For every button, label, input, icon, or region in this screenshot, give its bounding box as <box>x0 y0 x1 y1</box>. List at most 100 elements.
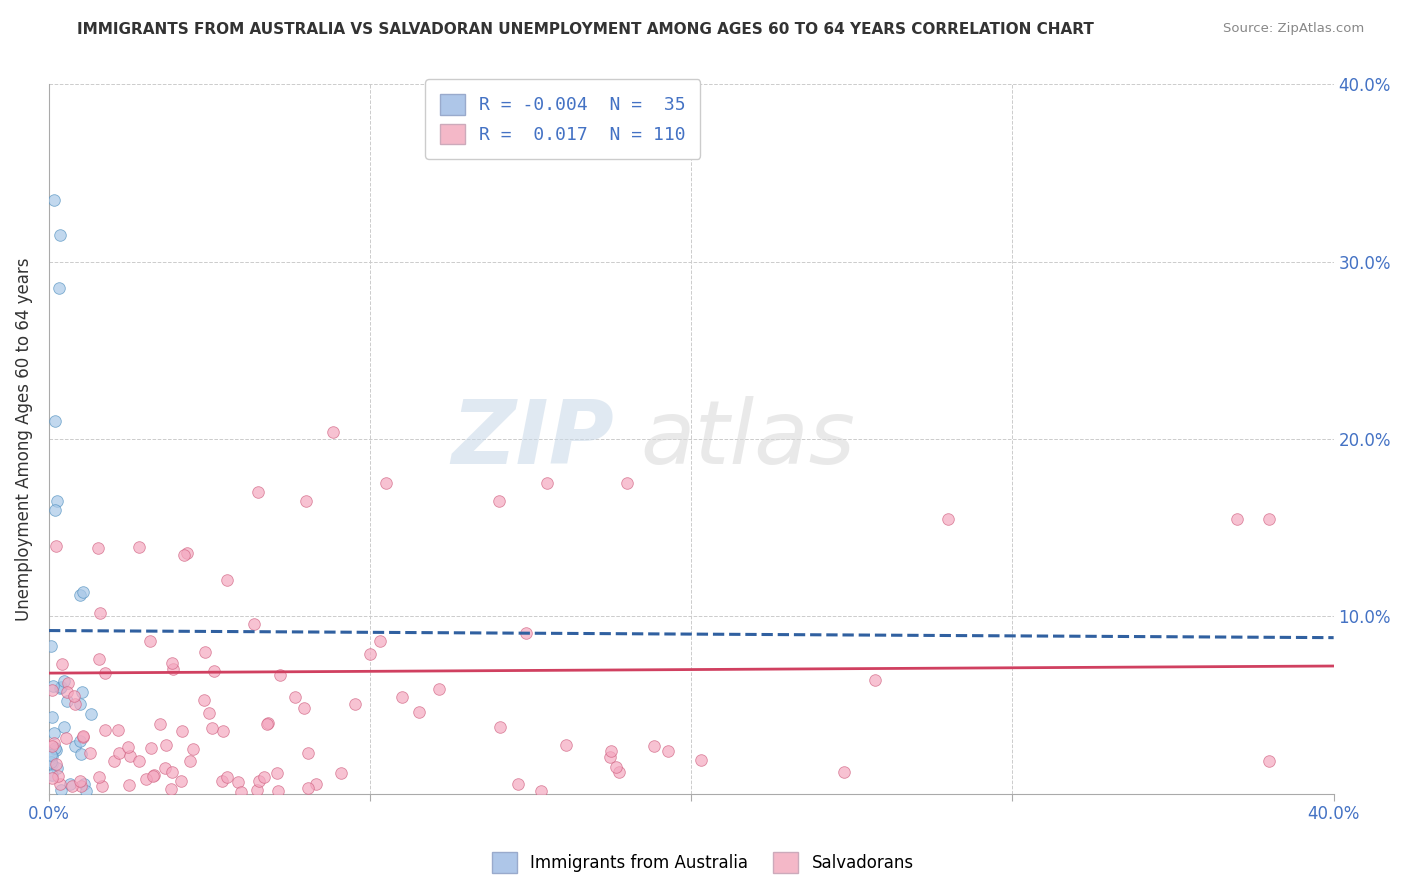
Point <box>69 773 91 788</box>
Point <box>139 741 162 756</box>
Point <box>41 756 63 771</box>
Point <box>89 652 111 666</box>
Point <box>181 742 204 756</box>
Point <box>359 647 381 661</box>
Point <box>42 726 65 740</box>
Point <box>53 720 76 734</box>
Point <box>530 784 553 798</box>
Point <box>63 739 86 754</box>
Point <box>211 774 233 789</box>
Point <box>193 693 215 707</box>
Point <box>69 588 91 602</box>
Point <box>160 764 183 779</box>
Point <box>41 739 63 754</box>
Point <box>1258 754 1281 768</box>
Point <box>330 766 353 780</box>
Point <box>69 697 91 711</box>
Point <box>139 633 162 648</box>
Point <box>229 785 252 799</box>
Point <box>253 770 276 784</box>
Point <box>267 784 290 798</box>
Point <box>41 768 63 782</box>
Point <box>41 748 63 763</box>
Point <box>103 755 125 769</box>
Point <box>489 720 512 734</box>
Point <box>79 747 101 761</box>
Text: atlas: atlas <box>640 396 855 482</box>
Point <box>56 685 79 699</box>
Point <box>160 656 183 670</box>
Point <box>142 768 165 782</box>
Point <box>536 476 558 491</box>
Point <box>41 710 63 724</box>
Point <box>44 414 66 428</box>
Point <box>198 706 221 721</box>
Point <box>41 771 63 785</box>
Point <box>173 548 195 562</box>
Point <box>70 747 93 761</box>
Point <box>515 626 537 640</box>
Point <box>49 782 72 797</box>
Point <box>70 685 93 699</box>
Point <box>39 747 62 762</box>
Point <box>269 668 291 682</box>
Point <box>343 697 366 711</box>
Point <box>89 770 111 784</box>
Point <box>600 744 623 758</box>
Point <box>91 780 114 794</box>
Point <box>607 765 630 780</box>
Point <box>75 784 97 798</box>
Point <box>59 776 82 790</box>
Point <box>1258 512 1281 526</box>
Point <box>41 682 63 697</box>
Point <box>201 721 224 735</box>
Point <box>217 573 239 587</box>
Point <box>72 585 94 599</box>
Point <box>215 771 238 785</box>
Point <box>149 717 172 731</box>
Point <box>108 746 131 760</box>
Point <box>170 723 193 738</box>
Point <box>45 761 67 775</box>
Point <box>243 616 266 631</box>
Point <box>690 753 713 767</box>
Point <box>256 717 278 731</box>
Point <box>45 742 67 756</box>
Point <box>48 777 70 791</box>
Point <box>322 425 344 439</box>
Point <box>48 281 70 295</box>
Point <box>179 755 201 769</box>
Point <box>60 779 83 793</box>
Point <box>70 779 93 793</box>
Point <box>936 512 959 526</box>
Point <box>94 723 117 738</box>
Point <box>72 729 94 743</box>
Point <box>155 739 177 753</box>
Point <box>107 723 129 738</box>
Point <box>39 639 62 653</box>
Point <box>226 775 249 789</box>
Point <box>63 698 86 712</box>
Point <box>135 772 157 787</box>
Point <box>46 494 69 508</box>
Point <box>63 689 86 703</box>
Point <box>44 503 66 517</box>
Point <box>56 676 79 690</box>
Point <box>52 673 75 688</box>
Y-axis label: Unemployment Among Ages 60 to 64 years: Unemployment Among Ages 60 to 64 years <box>15 257 32 621</box>
Point <box>657 743 679 757</box>
Text: Source: ZipAtlas.com: Source: ZipAtlas.com <box>1223 22 1364 36</box>
Point <box>295 494 318 508</box>
Point <box>408 705 430 719</box>
Point <box>257 716 280 731</box>
Point <box>153 761 176 775</box>
Point <box>46 769 69 783</box>
Point <box>1226 512 1249 526</box>
Point <box>246 783 269 797</box>
Point <box>128 540 150 554</box>
Point <box>55 694 77 708</box>
Point <box>44 736 66 750</box>
Point <box>160 781 183 796</box>
Point <box>49 680 72 694</box>
Point <box>506 776 529 790</box>
